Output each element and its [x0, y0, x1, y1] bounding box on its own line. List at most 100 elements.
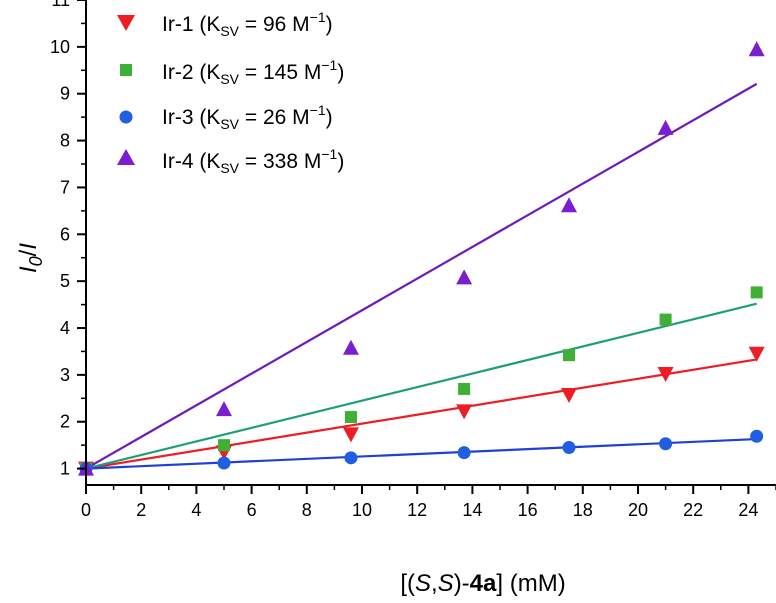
svg-text:Ir-3 (KSV = 26 M−1): Ir-3 (KSV = 26 M−1): [162, 102, 333, 132]
axes: [85, 0, 776, 486]
x-title-close: )-: [454, 570, 470, 597]
data-point-ir-4: [657, 119, 674, 135]
data-point-ir-1: [456, 404, 473, 420]
x-title-compound: 4a: [470, 570, 497, 597]
legend-ksub-ir-4: SV: [220, 160, 239, 176]
legend-close-ir-3: ): [326, 106, 333, 129]
data-point-ir-3: [750, 429, 764, 443]
legend-marker-ir-2: [120, 64, 132, 76]
svg-text:Ir-4 (KSV = 338 M−1): Ir-4 (KSV = 338 M−1): [162, 146, 344, 176]
y-tick-label: 2: [60, 412, 70, 432]
fit-lines: [85, 82, 758, 470]
x-title-comma: ,: [431, 570, 438, 597]
legend-eq-ir-1: = 96 M: [239, 13, 310, 36]
y-title-den: I: [15, 243, 42, 250]
data-point-ir-3: [344, 451, 358, 465]
data-point-ir-3: [562, 441, 576, 455]
y-tick-label: 4: [60, 318, 70, 338]
data-point-ir-4: [561, 197, 577, 213]
fit-line-ir-1: [85, 358, 757, 470]
y-tick-label: 10: [50, 37, 70, 57]
legend-close-ir-2: ): [337, 61, 344, 84]
y-tick-label: 6: [60, 224, 70, 244]
legend-k-ir-2: K: [206, 61, 220, 84]
y-title-slash: /: [15, 249, 42, 256]
data-point-ir-3: [217, 456, 231, 470]
x-tick-label: 10: [352, 500, 372, 520]
legend-entry-ir-1: Ir-1 (KSV = 96 M−1): [117, 9, 333, 39]
y-tick-label: 3: [60, 365, 70, 385]
x-tick-label: 4: [191, 500, 201, 520]
data-points: [78, 41, 765, 477]
legend-marker-ir-3: [119, 110, 133, 124]
x-tick-label: 12: [407, 500, 427, 520]
y-tick-label: 1: [60, 459, 70, 479]
x-tick-label: 20: [628, 500, 648, 520]
legend-entry-ir-3: Ir-3 (KSV = 26 M−1): [119, 102, 333, 132]
data-point-ir-3: [457, 446, 471, 460]
y-title-sub: 0: [26, 256, 46, 266]
fit-line-ir-4: [85, 82, 758, 470]
y-tick-label: 8: [60, 131, 70, 151]
data-point-ir-3: [659, 437, 673, 451]
x-title-tail: ] (mM): [496, 570, 565, 597]
legend-sup-ir-3: −1: [310, 102, 326, 118]
y-title-num: I: [15, 266, 42, 273]
data-point-ir-4: [216, 401, 232, 417]
x-tick-label: 24: [738, 500, 758, 520]
legend-label-ir-2: Ir-2 (: [162, 61, 206, 84]
data-point-ir-4: [456, 269, 473, 285]
data-point-ir-1: [657, 366, 674, 382]
legend-label-ir-3: Ir-3 (: [162, 106, 206, 129]
x-tick-label: 16: [518, 500, 538, 520]
legend-k-ir-1: K: [206, 13, 220, 36]
legend-ksub-ir-3: SV: [220, 116, 239, 132]
data-point-ir-2: [344, 411, 357, 424]
legend-label-ir-1: Ir-1 (: [162, 13, 206, 36]
data-point-ir-2: [750, 286, 763, 299]
x-tick-label: 14: [462, 500, 482, 520]
x-tick-label: 8: [302, 500, 312, 520]
legend-sup-ir-4: −1: [321, 146, 337, 162]
legend-ksub-ir-1: SV: [220, 23, 239, 39]
data-point-ir-1: [748, 346, 765, 362]
legend-entry-ir-4: Ir-4 (KSV = 338 M−1): [117, 146, 344, 176]
y-axis-title: I0/I: [15, 243, 46, 273]
svg-text:Ir-1 (KSV = 96 M−1): Ir-1 (KSV = 96 M−1): [162, 9, 333, 39]
legend-sup-ir-2: −1: [321, 57, 337, 73]
legend-close-ir-4: ): [337, 150, 344, 173]
legend-marker-ir-1: [117, 15, 135, 31]
data-point-ir-4: [748, 41, 765, 57]
x-title-open: [(: [400, 570, 415, 597]
data-point-ir-2: [218, 439, 230, 452]
data-point-ir-1: [561, 388, 577, 404]
legend-entry-ir-2: Ir-2 (KSV = 145 M−1): [120, 57, 344, 87]
fit-line-ir-3: [85, 437, 757, 470]
y-tick-label: 9: [60, 84, 70, 104]
legend-eq-ir-4: = 338 M: [239, 150, 321, 173]
legend-eq-ir-3: = 26 M: [239, 106, 310, 129]
legend-eq-ir-2: = 145 M: [239, 61, 321, 84]
x-tick-label: 18: [573, 500, 593, 520]
x-tick-label: 0: [81, 500, 91, 520]
legend-k-ir-4: K: [206, 150, 220, 173]
x-tick-label: 22: [683, 500, 703, 520]
legend-label-ir-4: Ir-4 (: [162, 150, 206, 173]
legend-marker-ir-4: [117, 149, 135, 165]
data-point-ir-1: [342, 427, 359, 443]
legend: Ir-1 (KSV = 96 M−1) Ir-2 (KSV = 145 M−1)…: [117, 9, 344, 176]
svg-text:Ir-2 (KSV = 145 M−1): Ir-2 (KSV = 145 M−1): [162, 57, 344, 87]
legend-k-ir-3: K: [206, 106, 220, 129]
data-point-ir-2: [563, 349, 575, 362]
y-tick-label: 11: [51, 0, 70, 10]
legend-close-ir-1: ): [326, 13, 333, 36]
data-point-ir-2: [659, 313, 672, 326]
data-point-ir-4: [342, 339, 359, 355]
legend-sup-ir-1: −1: [310, 9, 326, 25]
legend-ksub-ir-2: SV: [220, 71, 239, 87]
y-tick-label: 5: [60, 271, 70, 291]
fit-line-ir-2: [85, 302, 757, 470]
x-title-s2: S: [438, 570, 454, 597]
